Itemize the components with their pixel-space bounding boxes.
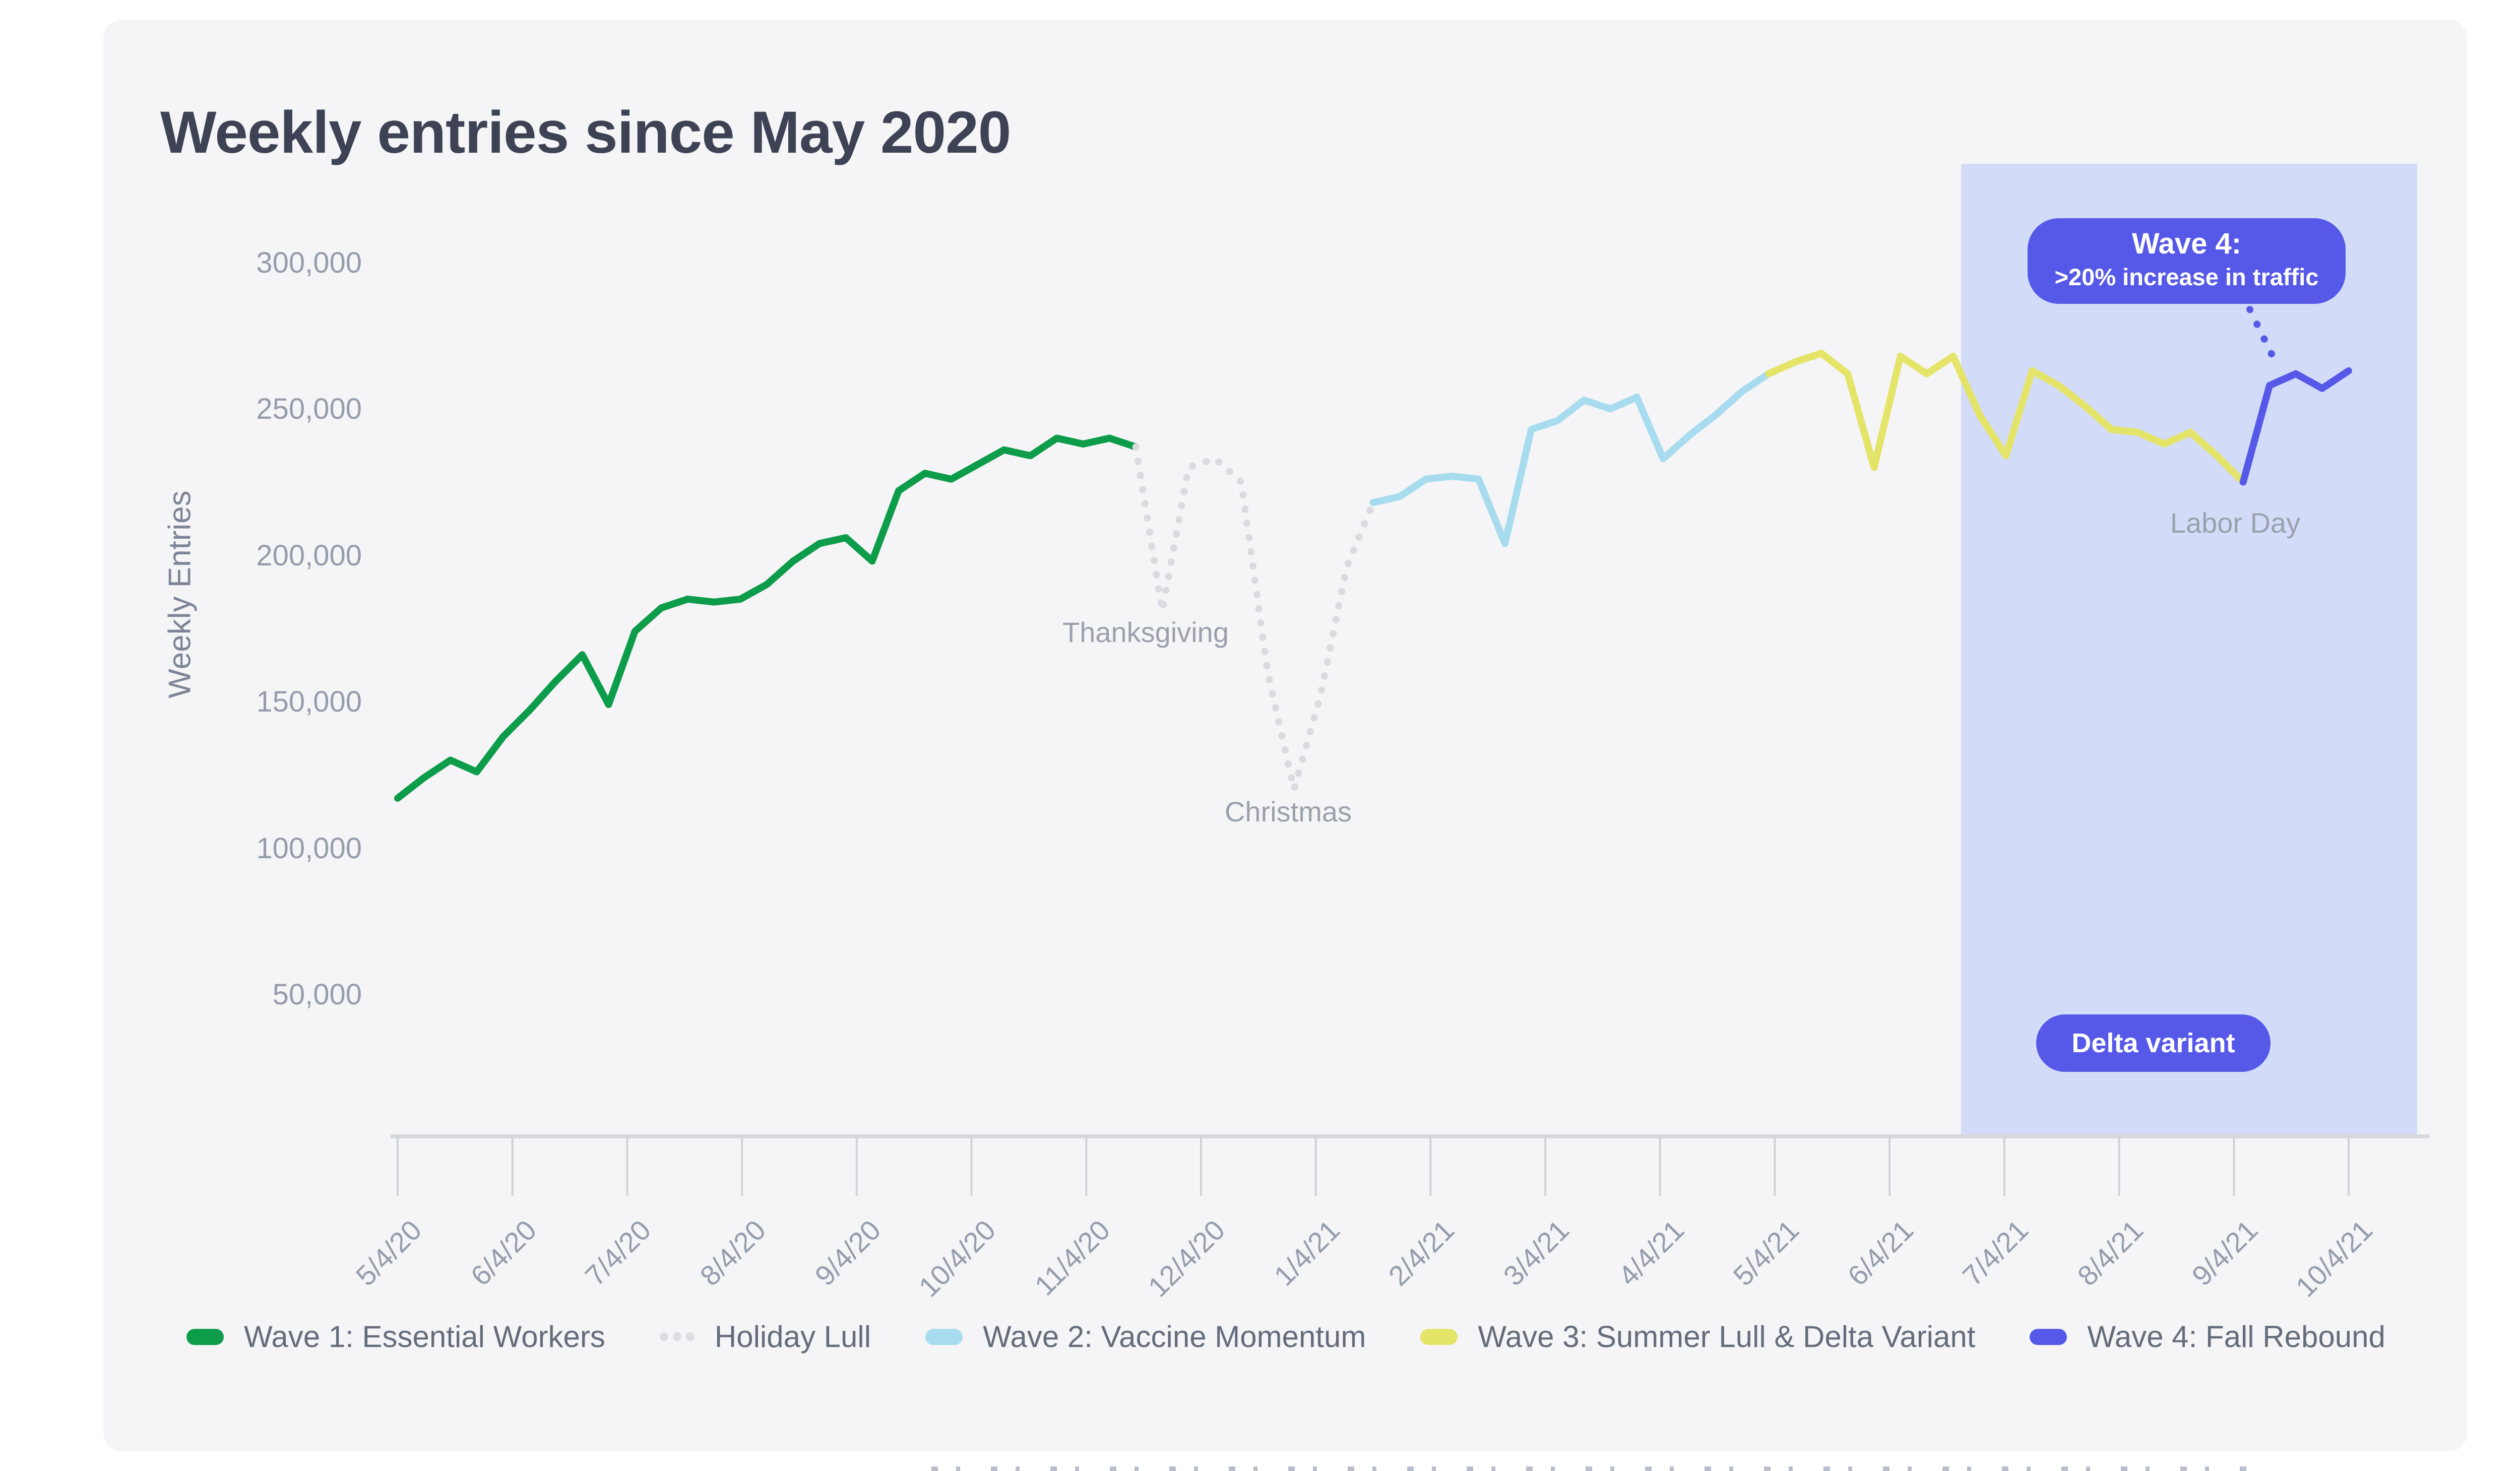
annotation-christmas: Christmas — [1224, 796, 1352, 827]
series-line-wave3 — [1765, 350, 2247, 486]
y-tick-label: 300,000 — [256, 246, 362, 279]
series-line-wave4 — [2239, 367, 2352, 486]
legend-label: Holiday Lull — [714, 1320, 871, 1354]
series-line-wave1 — [394, 434, 1140, 802]
legend-item: Wave 1: Essential Workers — [186, 1319, 605, 1354]
annotation-thanksgiving: Thanksgiving — [1062, 616, 1229, 648]
legend-item: Wave 4: Fall Rebound — [2030, 1319, 2385, 1354]
series-line-holiday — [1132, 443, 1377, 793]
delta-variant-badge: Delta variant — [2036, 1014, 2271, 1072]
cut-off-caption-fragment — [931, 1466, 2254, 1471]
legend-item: Holiday Lull — [659, 1319, 871, 1354]
wave4-callout-badge: Wave 4: >20% increase in traffic — [2028, 218, 2346, 304]
legend-item: Wave 3: Summer Lull & Delta Variant — [1420, 1319, 1975, 1354]
wave4-badge-subtitle: >20% increase in traffic — [2054, 264, 2319, 290]
y-tick-label: 100,000 — [256, 832, 362, 865]
legend-label: Wave 2: Vaccine Momentum — [983, 1320, 1366, 1354]
y-tick-label: 50,000 — [272, 978, 362, 1011]
y-tick-label: 250,000 — [256, 393, 362, 426]
highlight-region — [1961, 164, 2417, 1136]
y-tick-label: 200,000 — [256, 539, 362, 572]
cut-off-caption — [931, 1462, 2254, 1471]
legend-swatch — [1420, 1328, 1458, 1345]
chart-legend: Wave 1: Essential Workers Holiday Lull Wav… — [186, 1319, 2434, 1354]
wave4-badge-title: Wave 4: — [2131, 227, 2242, 260]
chart-title: Weekly entries since May 2020 — [160, 99, 1011, 166]
legend-swatch — [925, 1328, 963, 1345]
legend-item: Wave 2: Vaccine Momentum — [925, 1319, 1366, 1354]
wave4-badge-pointer-dotted-line — [2246, 306, 2280, 368]
legend-swatch — [186, 1328, 224, 1345]
legend-label: Wave 1: Essential Workers — [244, 1320, 605, 1354]
legend-swatch-dotted — [659, 1332, 695, 1341]
legend-label: Wave 4: Fall Rebound — [2087, 1320, 2385, 1354]
legend-label: Wave 3: Summer Lull & Delta Variant — [1478, 1320, 1976, 1354]
y-tick-label: 150,000 — [256, 685, 362, 719]
annotation-labor-day: Labor Day — [2170, 507, 2301, 539]
legend-swatch — [2030, 1328, 2067, 1345]
series-line-wave2 — [1369, 370, 1773, 547]
